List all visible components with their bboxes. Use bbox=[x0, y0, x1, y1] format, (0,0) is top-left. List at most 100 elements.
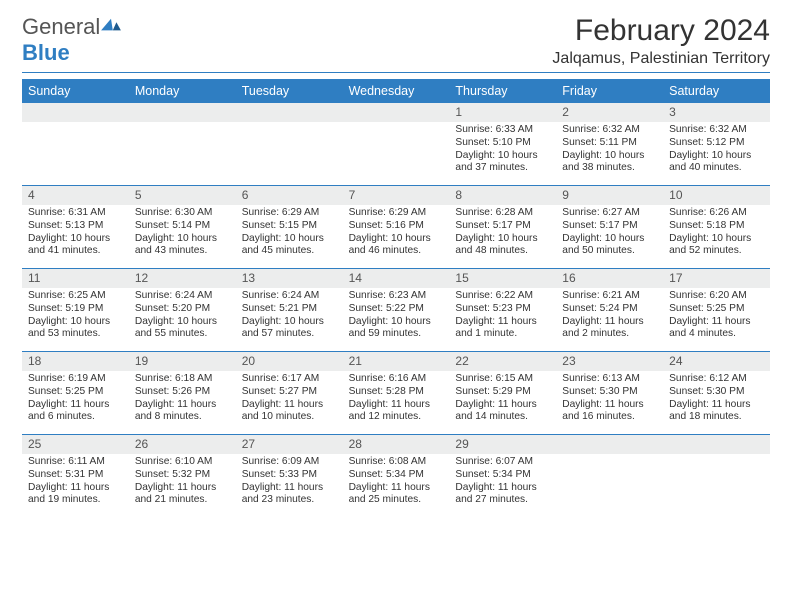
location-label: Jalqamus, Palestinian Territory bbox=[552, 50, 770, 68]
sunset-text: Sunset: 5:26 PM bbox=[135, 386, 230, 399]
day-cell bbox=[343, 103, 450, 185]
day-cell: 25Sunrise: 6:11 AMSunset: 5:31 PMDayligh… bbox=[22, 435, 129, 517]
day-details: Sunrise: 6:07 AMSunset: 5:34 PMDaylight:… bbox=[449, 454, 556, 511]
day-details: Sunrise: 6:11 AMSunset: 5:31 PMDaylight:… bbox=[22, 454, 129, 511]
weekday-header: Sunday Monday Tuesday Wednesday Thursday… bbox=[22, 79, 770, 103]
sunset-text: Sunset: 5:32 PM bbox=[135, 469, 230, 482]
day-number: 18 bbox=[22, 352, 129, 371]
day-details: Sunrise: 6:31 AMSunset: 5:13 PMDaylight:… bbox=[22, 205, 129, 262]
day-number: 8 bbox=[449, 186, 556, 205]
day-cell: 2Sunrise: 6:32 AMSunset: 5:11 PMDaylight… bbox=[556, 103, 663, 185]
week-row: 18Sunrise: 6:19 AMSunset: 5:25 PMDayligh… bbox=[22, 352, 770, 435]
daylight-text: Daylight: 11 hours and 27 minutes. bbox=[455, 482, 550, 508]
day-number: 29 bbox=[449, 435, 556, 454]
day-cell: 6Sunrise: 6:29 AMSunset: 5:15 PMDaylight… bbox=[236, 186, 343, 268]
sunrise-text: Sunrise: 6:15 AM bbox=[455, 373, 550, 386]
daylight-text: Daylight: 10 hours and 48 minutes. bbox=[455, 233, 550, 259]
sunrise-text: Sunrise: 6:23 AM bbox=[349, 290, 444, 303]
sunset-text: Sunset: 5:17 PM bbox=[562, 220, 657, 233]
day-number: 24 bbox=[663, 352, 770, 371]
day-cell: 16Sunrise: 6:21 AMSunset: 5:24 PMDayligh… bbox=[556, 269, 663, 351]
day-number: 4 bbox=[22, 186, 129, 205]
daylight-text: Daylight: 10 hours and 52 minutes. bbox=[669, 233, 764, 259]
sunset-text: Sunset: 5:27 PM bbox=[242, 386, 337, 399]
sunset-text: Sunset: 5:13 PM bbox=[28, 220, 123, 233]
sunrise-text: Sunrise: 6:29 AM bbox=[349, 207, 444, 220]
day-details: Sunrise: 6:33 AMSunset: 5:10 PMDaylight:… bbox=[449, 122, 556, 179]
day-number bbox=[343, 103, 450, 122]
daylight-text: Daylight: 10 hours and 43 minutes. bbox=[135, 233, 230, 259]
day-cell: 24Sunrise: 6:12 AMSunset: 5:30 PMDayligh… bbox=[663, 352, 770, 434]
day-cell bbox=[663, 435, 770, 517]
daylight-text: Daylight: 11 hours and 19 minutes. bbox=[28, 482, 123, 508]
sunrise-text: Sunrise: 6:26 AM bbox=[669, 207, 764, 220]
week-row: 11Sunrise: 6:25 AMSunset: 5:19 PMDayligh… bbox=[22, 269, 770, 352]
day-cell: 10Sunrise: 6:26 AMSunset: 5:18 PMDayligh… bbox=[663, 186, 770, 268]
day-cell: 27Sunrise: 6:09 AMSunset: 5:33 PMDayligh… bbox=[236, 435, 343, 517]
daylight-text: Daylight: 11 hours and 23 minutes. bbox=[242, 482, 337, 508]
sunset-text: Sunset: 5:31 PM bbox=[28, 469, 123, 482]
daylight-text: Daylight: 11 hours and 16 minutes. bbox=[562, 399, 657, 425]
day-number: 21 bbox=[343, 352, 450, 371]
day-details: Sunrise: 6:16 AMSunset: 5:28 PMDaylight:… bbox=[343, 371, 450, 428]
day-details: Sunrise: 6:15 AMSunset: 5:29 PMDaylight:… bbox=[449, 371, 556, 428]
day-cell: 9Sunrise: 6:27 AMSunset: 5:17 PMDaylight… bbox=[556, 186, 663, 268]
daylight-text: Daylight: 10 hours and 41 minutes. bbox=[28, 233, 123, 259]
sunset-text: Sunset: 5:33 PM bbox=[242, 469, 337, 482]
day-details: Sunrise: 6:29 AMSunset: 5:15 PMDaylight:… bbox=[236, 205, 343, 262]
day-cell: 22Sunrise: 6:15 AMSunset: 5:29 PMDayligh… bbox=[449, 352, 556, 434]
day-number: 26 bbox=[129, 435, 236, 454]
daylight-text: Daylight: 11 hours and 8 minutes. bbox=[135, 399, 230, 425]
sunrise-text: Sunrise: 6:31 AM bbox=[28, 207, 123, 220]
day-details: Sunrise: 6:09 AMSunset: 5:33 PMDaylight:… bbox=[236, 454, 343, 511]
title-block: February 2024 Jalqamus, Palestinian Terr… bbox=[552, 14, 770, 68]
sunset-text: Sunset: 5:23 PM bbox=[455, 303, 550, 316]
sunrise-text: Sunrise: 6:28 AM bbox=[455, 207, 550, 220]
sunrise-text: Sunrise: 6:10 AM bbox=[135, 456, 230, 469]
day-number: 13 bbox=[236, 269, 343, 288]
day-details: Sunrise: 6:28 AMSunset: 5:17 PMDaylight:… bbox=[449, 205, 556, 262]
sunset-text: Sunset: 5:30 PM bbox=[562, 386, 657, 399]
day-details: Sunrise: 6:08 AMSunset: 5:34 PMDaylight:… bbox=[343, 454, 450, 511]
day-cell: 23Sunrise: 6:13 AMSunset: 5:30 PMDayligh… bbox=[556, 352, 663, 434]
sunset-text: Sunset: 5:25 PM bbox=[669, 303, 764, 316]
day-details: Sunrise: 6:24 AMSunset: 5:21 PMDaylight:… bbox=[236, 288, 343, 345]
day-details: Sunrise: 6:19 AMSunset: 5:25 PMDaylight:… bbox=[22, 371, 129, 428]
day-number: 22 bbox=[449, 352, 556, 371]
sunset-text: Sunset: 5:15 PM bbox=[242, 220, 337, 233]
daylight-text: Daylight: 10 hours and 57 minutes. bbox=[242, 316, 337, 342]
brand-mark-icon bbox=[100, 16, 122, 34]
daylight-text: Daylight: 11 hours and 21 minutes. bbox=[135, 482, 230, 508]
daylight-text: Daylight: 10 hours and 37 minutes. bbox=[455, 150, 550, 176]
sunrise-text: Sunrise: 6:22 AM bbox=[455, 290, 550, 303]
brand-name-a: General bbox=[22, 14, 100, 39]
day-number: 27 bbox=[236, 435, 343, 454]
sunrise-text: Sunrise: 6:27 AM bbox=[562, 207, 657, 220]
day-cell: 28Sunrise: 6:08 AMSunset: 5:34 PMDayligh… bbox=[343, 435, 450, 517]
daylight-text: Daylight: 10 hours and 50 minutes. bbox=[562, 233, 657, 259]
daylight-text: Daylight: 11 hours and 25 minutes. bbox=[349, 482, 444, 508]
day-cell: 7Sunrise: 6:29 AMSunset: 5:16 PMDaylight… bbox=[343, 186, 450, 268]
day-number: 25 bbox=[22, 435, 129, 454]
day-cell: 29Sunrise: 6:07 AMSunset: 5:34 PMDayligh… bbox=[449, 435, 556, 517]
day-details: Sunrise: 6:12 AMSunset: 5:30 PMDaylight:… bbox=[663, 371, 770, 428]
brand-logo: General Blue bbox=[22, 14, 122, 66]
day-number: 11 bbox=[22, 269, 129, 288]
sunrise-text: Sunrise: 6:18 AM bbox=[135, 373, 230, 386]
daylight-text: Daylight: 10 hours and 45 minutes. bbox=[242, 233, 337, 259]
brand-name: General Blue bbox=[22, 14, 122, 66]
daylight-text: Daylight: 11 hours and 14 minutes. bbox=[455, 399, 550, 425]
sunset-text: Sunset: 5:29 PM bbox=[455, 386, 550, 399]
sunrise-text: Sunrise: 6:21 AM bbox=[562, 290, 657, 303]
day-number: 15 bbox=[449, 269, 556, 288]
sunset-text: Sunset: 5:18 PM bbox=[669, 220, 764, 233]
sunset-text: Sunset: 5:12 PM bbox=[669, 137, 764, 150]
sunrise-text: Sunrise: 6:08 AM bbox=[349, 456, 444, 469]
sunrise-text: Sunrise: 6:24 AM bbox=[242, 290, 337, 303]
day-cell: 4Sunrise: 6:31 AMSunset: 5:13 PMDaylight… bbox=[22, 186, 129, 268]
day-number bbox=[663, 435, 770, 454]
sunset-text: Sunset: 5:25 PM bbox=[28, 386, 123, 399]
day-cell: 18Sunrise: 6:19 AMSunset: 5:25 PMDayligh… bbox=[22, 352, 129, 434]
sunrise-text: Sunrise: 6:25 AM bbox=[28, 290, 123, 303]
sunrise-text: Sunrise: 6:30 AM bbox=[135, 207, 230, 220]
